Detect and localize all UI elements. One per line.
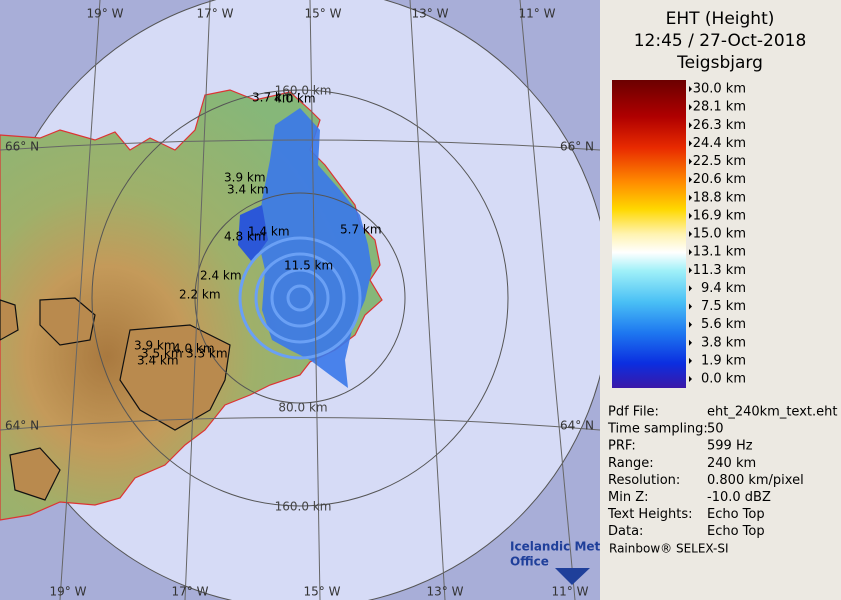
scale-tick bbox=[689, 267, 692, 274]
longitude-label: 13° W bbox=[412, 7, 449, 21]
logo-text: Office bbox=[510, 555, 549, 569]
info-key: PRF: bbox=[608, 439, 636, 454]
longitude-label: 19° W bbox=[87, 7, 124, 21]
range-rings bbox=[91, 89, 509, 507]
scale-tick bbox=[689, 122, 692, 129]
echo-height-label: 3.9 km bbox=[224, 171, 266, 185]
info-value: 0.800 km/pixel bbox=[707, 473, 804, 488]
echo-height-label: 4.0 km bbox=[274, 92, 316, 106]
latitude-label: 64° N bbox=[5, 419, 39, 433]
scale-label: 1.9 km bbox=[701, 353, 746, 368]
longitude-label: 15° W bbox=[304, 585, 341, 599]
longitude-label: 17° W bbox=[197, 7, 234, 21]
info-value: -10.0 dBZ bbox=[707, 490, 771, 505]
longitude-label: 19° W bbox=[50, 585, 87, 599]
scale-tick bbox=[689, 339, 692, 346]
longitude-label: 17° W bbox=[172, 585, 209, 599]
echo-height-label: 3.7 km bbox=[252, 91, 294, 105]
longitude-label: 15° W bbox=[305, 7, 342, 21]
scale-tick bbox=[689, 158, 692, 165]
scale-label: 18.8 km bbox=[693, 190, 746, 205]
scale-label: 13.1 km bbox=[693, 245, 746, 260]
range-label: 160.0 km bbox=[275, 84, 332, 98]
scale-label: 7.5 km bbox=[701, 299, 746, 314]
echo-height-label: 2.4 km bbox=[200, 269, 242, 283]
info-key: Min Z: bbox=[608, 490, 649, 505]
scale-tick bbox=[689, 140, 692, 147]
scale-label: 11.3 km bbox=[693, 263, 746, 278]
info-value: 50 bbox=[707, 422, 724, 437]
info-value: eht_240km_text.eht bbox=[707, 405, 837, 420]
scale-tick bbox=[689, 249, 692, 256]
echo-height-label: 3.4 km bbox=[137, 354, 179, 368]
longitude-label: 11° W bbox=[552, 585, 589, 599]
scale-tick bbox=[689, 321, 692, 328]
scale-label: 16.9 km bbox=[693, 208, 746, 223]
legend-title: 12:45 / 27-Oct-2018 bbox=[634, 31, 807, 51]
scale-tick bbox=[689, 376, 692, 382]
glacier-outline bbox=[0, 297, 231, 501]
software-label: Rainbow® SELEX-SI bbox=[609, 542, 729, 556]
echo-height-label: 2.2 km bbox=[179, 288, 221, 302]
scale-label: 24.4 km bbox=[693, 136, 746, 151]
legend-title: Teigsbjarg bbox=[676, 53, 763, 73]
longitude-label: 11° W bbox=[519, 7, 556, 21]
echo-area bbox=[238, 205, 268, 262]
scale-label: 15.0 km bbox=[693, 227, 746, 242]
info-value: 240 km bbox=[707, 456, 756, 471]
echo-area bbox=[258, 108, 372, 388]
latitude-label: 66° N bbox=[5, 140, 39, 154]
scale-tick bbox=[689, 212, 692, 219]
scale-tick bbox=[689, 104, 692, 111]
range-label: 160.0 km bbox=[275, 500, 332, 514]
info-value: Echo Top bbox=[707, 507, 765, 522]
scale-tick bbox=[689, 176, 692, 183]
echo-height-label: 5.7 km bbox=[340, 223, 382, 237]
legend-title: EHT (Height) bbox=[666, 9, 775, 29]
graticule bbox=[0, 0, 600, 600]
longitude-label: 13° W bbox=[427, 585, 464, 599]
latitude-label: 66° N bbox=[560, 140, 594, 154]
info-key: Time sampling: bbox=[607, 422, 708, 437]
scale-tick bbox=[689, 194, 692, 201]
info-key: Data: bbox=[608, 524, 643, 539]
scale-tick bbox=[689, 303, 692, 310]
echo-height-label: 11.5 km bbox=[284, 259, 333, 273]
scale-label: 26.3 km bbox=[693, 118, 746, 133]
scale-label: 3.8 km bbox=[701, 335, 746, 350]
info-key: Resolution: bbox=[608, 473, 680, 488]
echo-height-label: 3.5 km bbox=[141, 347, 183, 361]
echo-height-label: 3.4 km bbox=[227, 183, 269, 197]
echo-height-label: 4.8 km bbox=[224, 230, 266, 244]
echo-rings bbox=[238, 236, 362, 360]
echo-height-label: 4.0 km bbox=[173, 342, 215, 356]
info-value: Echo Top bbox=[707, 524, 765, 539]
scale-label: 9.4 km bbox=[701, 281, 746, 296]
logo-mark bbox=[555, 568, 590, 585]
scale-tick bbox=[689, 285, 692, 292]
scale-label: 5.6 km bbox=[701, 317, 746, 332]
logo-text: Icelandic Met bbox=[510, 540, 601, 554]
scale-label: 0.0 km bbox=[701, 372, 746, 387]
scale-tick bbox=[689, 357, 692, 364]
scale-tick bbox=[689, 86, 692, 92]
range-label: 80.0 km bbox=[278, 401, 327, 415]
info-key: Text Heights: bbox=[607, 507, 693, 522]
scale-tick bbox=[689, 231, 692, 237]
scale-label: 30.0 km bbox=[693, 82, 746, 97]
info-value: 599 Hz bbox=[707, 439, 753, 454]
info-key: Range: bbox=[608, 456, 654, 471]
scale-label: 22.5 km bbox=[693, 154, 746, 169]
echo-height-label: 1.4 km bbox=[248, 225, 290, 239]
scale-label: 28.1 km bbox=[693, 100, 746, 115]
latitude-label: 64° N bbox=[560, 419, 594, 433]
info-key: Pdf File: bbox=[608, 405, 659, 420]
echo-height-label: 3.9 km bbox=[134, 339, 176, 353]
map bbox=[0, 0, 600, 600]
color-scale bbox=[612, 80, 686, 388]
echo-height-label: 3.3 km bbox=[186, 347, 228, 361]
scale-label: 20.6 km bbox=[693, 172, 746, 187]
